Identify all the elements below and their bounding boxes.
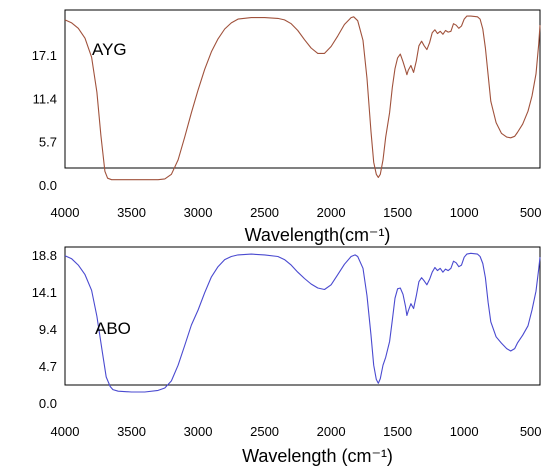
x-axis-label: Wavelength(cm⁻¹) <box>245 225 391 245</box>
x-tick-label: 2000 <box>317 424 346 439</box>
sample-label-abo: ABO <box>95 319 131 338</box>
x-axis-label: Wavelength (cm⁻¹) <box>242 446 393 466</box>
x-tick-label: 3500 <box>117 205 146 220</box>
x-tick-label: 4000 <box>51 424 80 439</box>
spectrum-panel-abo: 0.0 4.7 9.4 14.1 18.8 4000 3500 3000 2500 2000 150… <box>32 246 542 466</box>
y-tick-label: 0.0 <box>39 178 57 193</box>
x-tick-label: 1000 <box>450 205 479 220</box>
x-tick-label: 1500 <box>383 205 412 220</box>
x-tick-label: 3500 <box>117 424 146 439</box>
x-tick-label: 500 <box>520 205 542 220</box>
x-tick-label: 2500 <box>250 424 279 439</box>
spectrum-panel-ayg: 0.0 5.7 11.4 17.1 4000 3500 3000 2500 2000 1500 10… <box>32 9 542 245</box>
spectrum-line-ayg <box>64 15 541 181</box>
x-tick-label: 4000 <box>51 205 80 220</box>
sample-label-ayg: AYG <box>92 40 127 59</box>
plot-frame <box>64 246 541 386</box>
spectrum-line-abo <box>64 252 541 393</box>
x-tick-label: 1000 <box>450 424 479 439</box>
plot-frame <box>64 9 541 169</box>
y-tick-label: 9.4 <box>39 322 57 337</box>
y-tick-label: 0.0 <box>39 396 57 411</box>
y-tick-label: 5.7 <box>39 135 57 150</box>
x-tick-label: 3000 <box>184 205 213 220</box>
x-tick-label: 1500 <box>383 424 412 439</box>
y-tick-label: 18.8 <box>32 248 57 263</box>
y-tick-label: 4.7 <box>39 359 57 374</box>
y-tick-label: 11.4 <box>33 91 57 106</box>
x-tick-label: 3000 <box>184 424 213 439</box>
x-tick-label: 500 <box>520 424 542 439</box>
x-tick-label: 2500 <box>250 205 279 220</box>
y-tick-label: 17.1 <box>32 48 57 63</box>
x-tick-label: 2000 <box>317 205 346 220</box>
y-tick-label: 14.1 <box>32 285 57 300</box>
